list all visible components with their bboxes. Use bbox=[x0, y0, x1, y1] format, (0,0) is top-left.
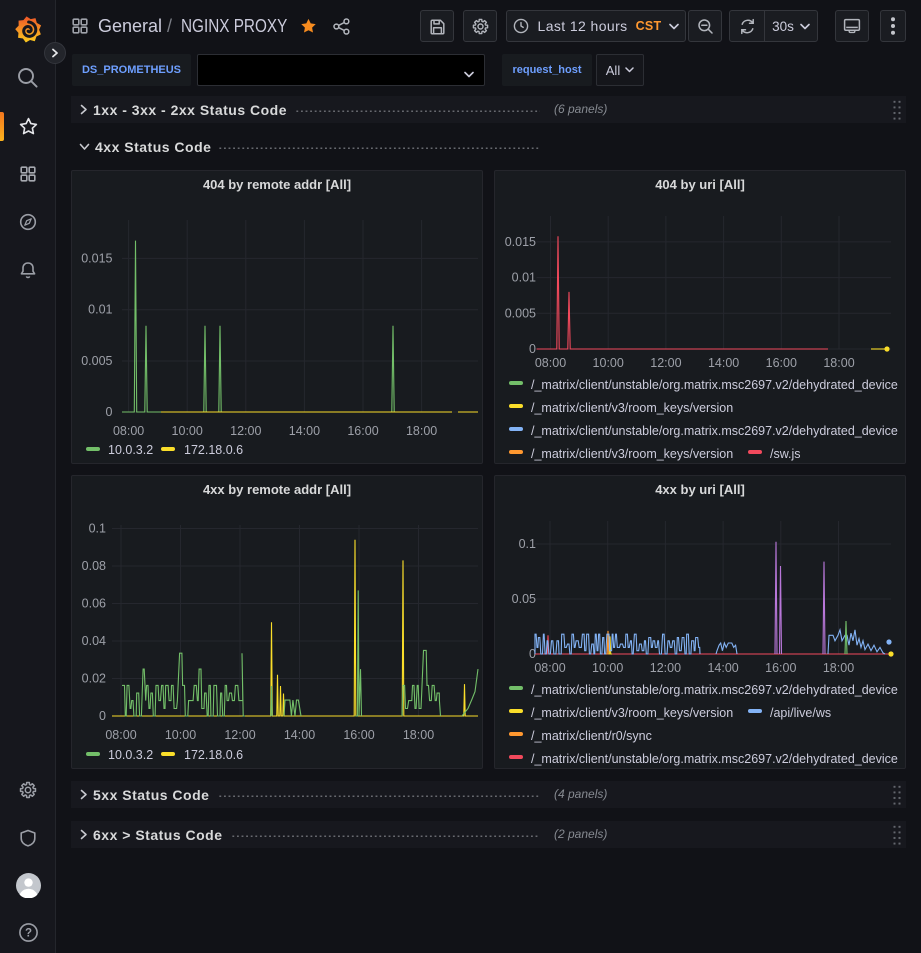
svg-text:0.1: 0.1 bbox=[519, 537, 536, 551]
svg-text:0.01: 0.01 bbox=[512, 271, 536, 285]
svg-text:?: ? bbox=[24, 928, 31, 940]
svg-text:08:00: 08:00 bbox=[535, 356, 566, 370]
svg-text:16:00: 16:00 bbox=[766, 356, 797, 370]
svg-text:14:00: 14:00 bbox=[289, 424, 320, 438]
svg-text:18:00: 18:00 bbox=[823, 661, 854, 675]
svg-text:/_matrix/client/v3/room_keys/v: /_matrix/client/v3/room_keys/version bbox=[531, 706, 733, 720]
svg-text:/_matrix/client/v3/room_keys/v: /_matrix/client/v3/room_keys/version bbox=[531, 447, 733, 461]
svg-text:0.02: 0.02 bbox=[82, 672, 106, 686]
svg-text:08:00: 08:00 bbox=[534, 661, 565, 675]
svg-text:0.05: 0.05 bbox=[512, 592, 536, 606]
svg-text:/_matrix/client/v3/room_keys/v: /_matrix/client/v3/room_keys/version bbox=[531, 401, 733, 415]
svg-text:0.04: 0.04 bbox=[82, 634, 106, 648]
svg-text:10:00: 10:00 bbox=[172, 424, 203, 438]
svg-text:10:00: 10:00 bbox=[592, 661, 623, 675]
svg-text:08:00: 08:00 bbox=[113, 424, 144, 438]
svg-text:172.18.0.6: 172.18.0.6 bbox=[184, 443, 243, 457]
svg-text:/_matrix/client/unstable/org.m: /_matrix/client/unstable/org.matrix.msc2… bbox=[531, 683, 898, 697]
svg-text:12:00: 12:00 bbox=[230, 424, 261, 438]
svg-text:10:00: 10:00 bbox=[593, 356, 624, 370]
svg-text:0.015: 0.015 bbox=[505, 235, 536, 249]
svg-text:18:00: 18:00 bbox=[406, 424, 437, 438]
svg-text:12:00: 12:00 bbox=[650, 356, 681, 370]
svg-text:/_matrix/client/r0/sync: /_matrix/client/r0/sync bbox=[531, 729, 652, 743]
svg-text:0: 0 bbox=[106, 405, 113, 419]
svg-text:0.01: 0.01 bbox=[88, 303, 112, 317]
svg-text:16:00: 16:00 bbox=[347, 424, 378, 438]
svg-text:/_matrix/client/unstable/org.m: /_matrix/client/unstable/org.matrix.msc2… bbox=[531, 424, 898, 438]
svg-text:/api/live/ws: /api/live/ws bbox=[770, 706, 831, 720]
svg-text:0: 0 bbox=[99, 709, 106, 723]
svg-text:12:00: 12:00 bbox=[650, 661, 681, 675]
svg-text:0.08: 0.08 bbox=[82, 559, 106, 573]
svg-text:18:00: 18:00 bbox=[823, 356, 854, 370]
svg-text:14:00: 14:00 bbox=[707, 661, 738, 675]
svg-text:16:00: 16:00 bbox=[343, 728, 374, 742]
svg-text:12:00: 12:00 bbox=[224, 728, 255, 742]
svg-text:0.1: 0.1 bbox=[89, 522, 106, 536]
svg-text:14:00: 14:00 bbox=[284, 728, 315, 742]
svg-text:172.18.0.6: 172.18.0.6 bbox=[184, 748, 243, 762]
svg-text:10.0.3.2: 10.0.3.2 bbox=[108, 443, 153, 457]
svg-text:0: 0 bbox=[529, 647, 536, 661]
svg-text:0: 0 bbox=[529, 342, 536, 356]
svg-text:08:00: 08:00 bbox=[105, 728, 136, 742]
svg-text:0.015: 0.015 bbox=[81, 251, 112, 265]
svg-text:/_matrix/client/unstable/org.m: /_matrix/client/unstable/org.matrix.msc2… bbox=[531, 752, 898, 766]
svg-text:10:00: 10:00 bbox=[165, 728, 196, 742]
svg-text:/sw.js: /sw.js bbox=[770, 447, 801, 461]
svg-text:/_matrix/client/unstable/org.m: /_matrix/client/unstable/org.matrix.msc2… bbox=[531, 378, 898, 392]
svg-text:0.005: 0.005 bbox=[81, 354, 112, 368]
svg-text:0.06: 0.06 bbox=[82, 597, 106, 611]
svg-text:18:00: 18:00 bbox=[403, 728, 434, 742]
svg-text:16:00: 16:00 bbox=[765, 661, 796, 675]
svg-text:10.0.3.2: 10.0.3.2 bbox=[108, 748, 153, 762]
svg-text:0.005: 0.005 bbox=[505, 306, 536, 320]
svg-text:14:00: 14:00 bbox=[708, 356, 739, 370]
